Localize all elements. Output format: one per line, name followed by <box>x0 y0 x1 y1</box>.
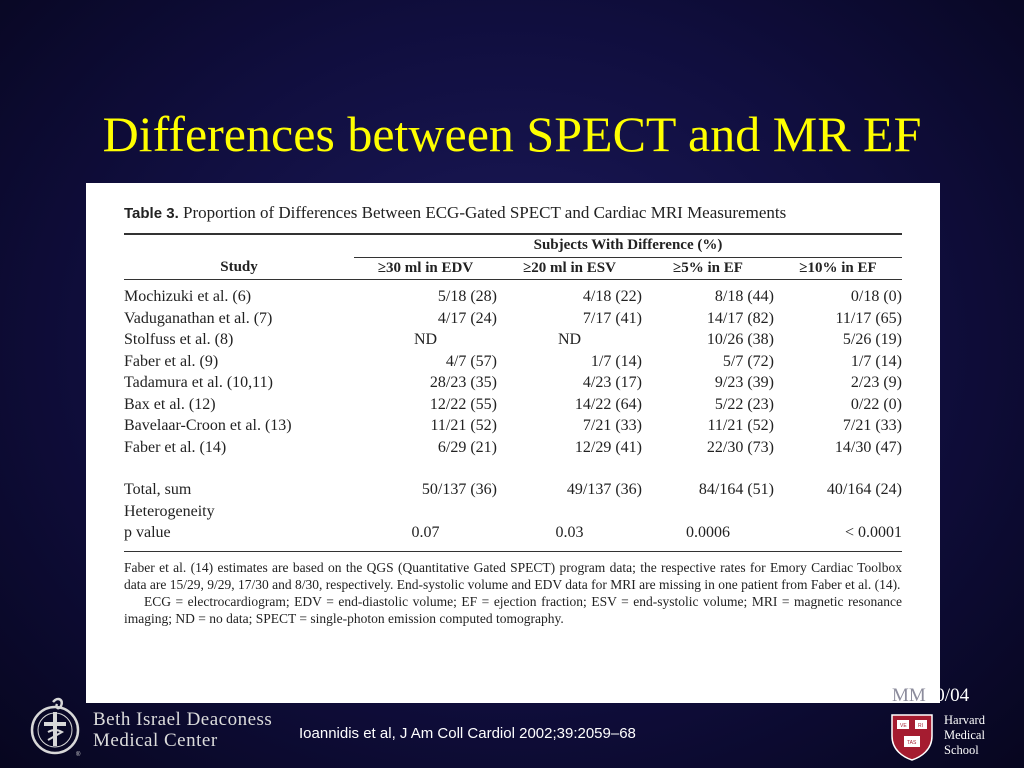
value-cell: 4/7 (57) <box>445 352 497 370</box>
value-cell: 1/7 (14) <box>590 352 642 370</box>
heterogeneity-label: Heterogeneity <box>124 502 215 520</box>
footnote-text: Faber et al. (14) estimates are based on… <box>124 559 902 592</box>
group-header-row: Subjects With Difference (%) <box>124 235 902 258</box>
school-line1: Harvard <box>944 713 985 727</box>
value-cell: 4/23 (17) <box>582 374 642 391</box>
table-label: Table 3. <box>124 205 179 222</box>
value-cell: 22/30 (73) <box>706 438 774 456</box>
svg-text:®: ® <box>76 751 81 758</box>
top-rule <box>124 233 902 235</box>
value-cell: ND <box>557 331 582 348</box>
col-header-study: Study <box>124 257 354 280</box>
value-cell: 7/17 (41) <box>582 309 642 327</box>
col-header-ef10: ≥10% in EF <box>774 257 902 280</box>
study-cell: Bavelaar-Croon et al. (13) <box>124 417 292 434</box>
study-cell: Vaduganathan et al. (7) <box>124 309 273 327</box>
school-line3: School <box>944 743 979 757</box>
spacer-row <box>124 458 902 479</box>
value-cell: 0/18 (0) <box>850 288 902 305</box>
harvard-medical-school-label: Harvard Medical School <box>944 713 985 758</box>
value-cell: 5/26 (19) <box>842 331 902 348</box>
total-label: Total, sum <box>124 481 192 498</box>
school-line2: Medical <box>944 728 985 742</box>
value-cell: ND <box>413 331 438 348</box>
value-cell: 40/164 (24) <box>826 481 902 498</box>
svg-text:TAS: TAS <box>907 740 917 746</box>
col-header-ef5: ≥5% in EF <box>642 257 774 280</box>
col-header-edv: ≥30 ml in EDV <box>354 257 497 280</box>
svg-text:RI: RI <box>918 723 923 729</box>
citation: Ioannidis et al, J Am Coll Cardiol 2002;… <box>299 725 636 742</box>
value-cell: 2/23 (9) <box>850 374 902 391</box>
study-cell: Faber et al. (14) <box>124 438 227 456</box>
heterogeneity-row: Heterogeneity <box>124 501 902 523</box>
value-cell: 5/7 (72) <box>722 352 774 370</box>
column-header-row: Study ≥30 ml in EDV ≥20 ml in ESV ≥5% in… <box>124 257 902 280</box>
value-cell: 12/29 (41) <box>574 438 642 456</box>
value-cell: < 0.0001 <box>844 524 902 541</box>
value-cell: 49/137 (36) <box>566 481 642 498</box>
slide-title: Differences between SPECT and MR EF <box>102 106 922 162</box>
table-footnote: Faber et al. (14) estimates are based on… <box>124 550 902 627</box>
value-cell: 14/17 (82) <box>706 309 774 327</box>
date-value: 10/04 <box>925 685 970 706</box>
value-cell: 1/7 (14) <box>850 352 902 370</box>
value-cell: 14/22 (64) <box>574 395 642 413</box>
abbreviations-text: ECG = electrocardiogram; EDV = end-diast… <box>124 593 902 626</box>
table-row: Bax et al. (12) 12/22 (55) 14/22 (64) 5/… <box>124 394 902 416</box>
bidmc-logo-icon: ® <box>30 697 81 758</box>
table-caption: Table 3. Proportion of Differences Betwe… <box>124 202 902 224</box>
shield-motto: VE <box>900 723 907 729</box>
org-name-line1: Beth Israel Deaconess <box>93 709 273 730</box>
value-cell: 7/21 (33) <box>842 417 902 434</box>
value-cell: 12/22 (55) <box>429 395 497 413</box>
table-row: Faber et al. (9) 4/7 (57) 1/7 (14) 5/7 (… <box>124 351 902 373</box>
value-cell: 11/17 (65) <box>835 309 902 327</box>
value-cell: 0.07 <box>411 524 440 541</box>
organization-name: Beth Israel Deaconess Medical Center <box>93 709 272 751</box>
value-cell: 0.0006 <box>686 524 730 541</box>
value-cell: 28/23 (35) <box>429 374 497 391</box>
data-table: Subjects With Difference (%) Study ≥30 m… <box>124 235 902 551</box>
value-cell: 6/29 (21) <box>437 438 497 456</box>
value-cell: 7/21 (33) <box>582 417 642 434</box>
group-header: Subjects With Difference (%) <box>354 235 902 258</box>
table-caption-text: Proportion of Differences Between ECG-Ga… <box>183 203 787 222</box>
value-cell: 14/30 (47) <box>834 438 902 456</box>
total-row: Total, sum 50/137 (36) 49/137 (36) 84/16… <box>124 479 902 501</box>
table-row: Stolfuss et al. (8) ND ND 10/26 (38) 5/2… <box>124 329 902 351</box>
value-cell: 0.03 <box>555 524 584 541</box>
value-cell: 11/21 (52) <box>707 417 774 434</box>
date-stamp: MM10/04 <box>892 685 969 707</box>
table-row: Mochizuki et al. (6) 5/18 (28) 4/18 (22)… <box>124 280 902 308</box>
value-cell: 11/21 (52) <box>430 417 497 434</box>
study-cell: Faber et al. (9) <box>124 352 219 370</box>
value-cell: 10/26 (38) <box>706 331 774 348</box>
value-cell: 8/18 (44) <box>714 288 774 305</box>
value-cell: 5/18 (28) <box>437 288 497 305</box>
harvard-shield-icon: VE RI TAS <box>891 714 933 761</box>
value-cell: 4/18 (22) <box>582 288 642 305</box>
study-cell: Stolfuss et al. (8) <box>124 331 234 348</box>
value-cell: 4/17 (24) <box>437 309 497 327</box>
value-cell: 5/22 (23) <box>714 395 774 413</box>
pvalue-row: p value 0.07 0.03 0.0006 < 0.0001 <box>124 522 902 551</box>
table-row: Bavelaar-Croon et al. (13) 11/21 (52) 7/… <box>124 415 902 437</box>
date-prefix: MM <box>892 685 926 706</box>
study-cell: Tadamura et al. (10,11) <box>124 374 273 391</box>
org-name-line2: Medical Center <box>93 730 218 751</box>
pvalue-label: p value <box>124 524 171 541</box>
study-cell: Mochizuki et al. (6) <box>124 288 252 305</box>
value-cell: 50/137 (36) <box>421 481 497 498</box>
value-cell: 0/22 (0) <box>850 395 902 413</box>
study-cell: Bax et al. (12) <box>124 395 216 413</box>
table-row: Tadamura et al. (10,11) 28/23 (35) 4/23 … <box>124 372 902 394</box>
table-panel: Table 3. Proportion of Differences Betwe… <box>86 183 940 703</box>
group-header-spacer <box>124 235 354 257</box>
table-row: Faber et al. (14) 6/29 (21) 12/29 (41) 2… <box>124 437 902 459</box>
table-row: Vaduganathan et al. (7) 4/17 (24) 7/17 (… <box>124 308 902 330</box>
value-cell: 9/23 (39) <box>714 374 774 391</box>
value-cell: 84/164 (51) <box>698 481 774 498</box>
col-header-esv: ≥20 ml in ESV <box>497 257 642 280</box>
